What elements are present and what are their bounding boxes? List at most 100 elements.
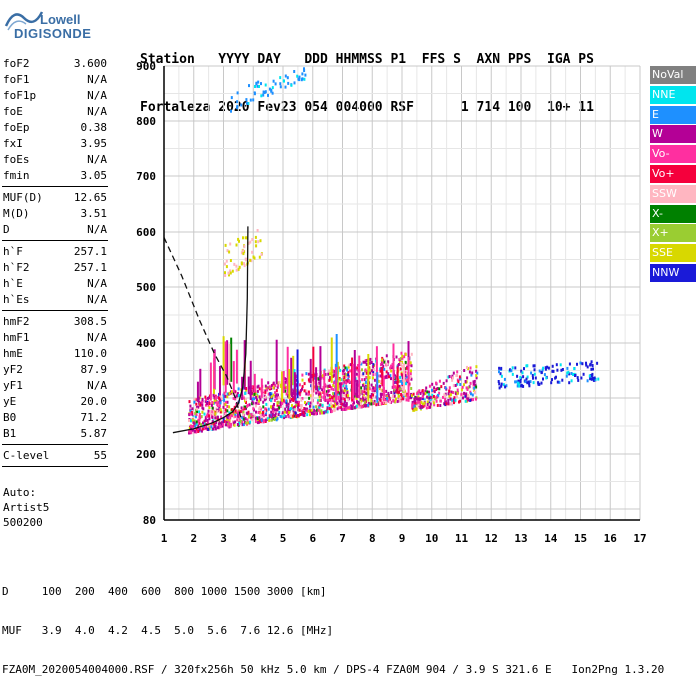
echo-point <box>405 382 407 386</box>
echo-point <box>344 404 347 408</box>
echo-point <box>208 425 211 429</box>
legend-item: SSW <box>650 184 696 203</box>
echo-point <box>380 388 383 392</box>
echo-point <box>262 414 265 418</box>
echo-point <box>315 391 318 395</box>
echo-point <box>194 398 197 402</box>
echo-point <box>236 414 239 418</box>
echo-point <box>383 367 386 371</box>
echo-point <box>300 407 303 411</box>
echo-point <box>203 419 206 423</box>
echo-point <box>317 393 320 397</box>
param-row: foEp 0.38 <box>0 120 110 136</box>
echo-point <box>322 411 325 415</box>
echo-point <box>385 370 388 374</box>
echo-point <box>514 366 517 370</box>
echo-point <box>268 87 271 91</box>
x-tick-label: 5 <box>280 532 287 545</box>
echo-point <box>364 404 367 408</box>
echo-point <box>313 376 316 380</box>
echo-point <box>274 82 277 86</box>
param-key: B1 <box>3 427 17 440</box>
echo-point <box>291 382 294 386</box>
x-tick-label: 15 <box>574 532 587 545</box>
echo-point <box>210 410 213 414</box>
echo-point <box>330 402 333 406</box>
echo-point <box>276 417 279 421</box>
echo-point <box>274 384 277 388</box>
echo-point <box>310 404 313 408</box>
echo-point <box>568 372 571 376</box>
y-tick-label: 80 <box>143 514 156 527</box>
echo-point <box>307 402 310 406</box>
echo-point <box>574 374 576 377</box>
echo-point <box>270 405 272 409</box>
echo-point <box>265 416 268 420</box>
echo-point <box>346 368 349 372</box>
echo-point <box>573 367 576 371</box>
echo-point <box>284 389 287 393</box>
echo-point <box>237 394 240 398</box>
echo-point <box>354 395 357 398</box>
echo-point <box>348 363 351 367</box>
echo-point <box>349 369 352 373</box>
echo-point <box>284 380 287 384</box>
echo-point <box>249 258 252 262</box>
echo-point <box>198 421 201 425</box>
echo-point <box>470 392 472 396</box>
echo-point <box>289 408 292 412</box>
echo-point <box>287 413 290 417</box>
param-key: M(D) <box>3 207 30 220</box>
echo-point <box>411 400 414 404</box>
echo-point <box>368 361 371 365</box>
echo-point <box>333 373 336 377</box>
profile-curve <box>163 237 243 420</box>
echo-point <box>190 419 192 423</box>
echo-point <box>258 85 260 88</box>
echo-point <box>193 397 196 401</box>
echo-point <box>237 267 240 271</box>
echo-point <box>271 406 274 410</box>
echo-point <box>233 262 236 266</box>
echo-point <box>470 373 473 377</box>
echo-point <box>386 395 389 399</box>
echo-point <box>590 377 593 381</box>
echo-point <box>272 386 275 390</box>
echo-point <box>510 369 513 373</box>
echo-point <box>381 358 384 362</box>
echo-point <box>373 390 376 394</box>
echo-point <box>317 408 320 412</box>
echo-point <box>462 396 464 400</box>
echo-point <box>393 391 396 395</box>
echo-point <box>298 393 301 397</box>
echo-point <box>195 430 198 434</box>
param-key: hmE <box>3 347 23 360</box>
echo-point <box>414 395 417 399</box>
echo-point <box>403 392 406 396</box>
echo-point <box>590 367 593 371</box>
echo-point <box>198 428 201 432</box>
echo-point <box>259 407 262 411</box>
echo-point <box>264 418 267 422</box>
echo-point <box>192 428 195 432</box>
echo-point <box>189 404 192 408</box>
echo-point <box>404 370 407 374</box>
echo-point <box>200 429 203 433</box>
echo-point <box>252 407 255 411</box>
echo-point <box>387 394 390 398</box>
echo-point <box>341 372 344 376</box>
echo-point <box>301 72 304 76</box>
x-tick-label: 1 <box>161 532 168 545</box>
echo-point <box>276 381 279 385</box>
echo-point <box>421 405 424 409</box>
echo-point <box>264 83 267 87</box>
echo-point <box>237 237 240 241</box>
y-tick-label: 900 <box>136 60 156 73</box>
echo-point <box>356 366 359 370</box>
echo-point <box>463 369 466 372</box>
param-row: B0 71.2 <box>0 410 110 426</box>
echo-point <box>262 388 265 392</box>
echo-point <box>368 368 371 372</box>
echo-point <box>365 391 368 395</box>
legend-item: NoVal <box>650 66 696 84</box>
